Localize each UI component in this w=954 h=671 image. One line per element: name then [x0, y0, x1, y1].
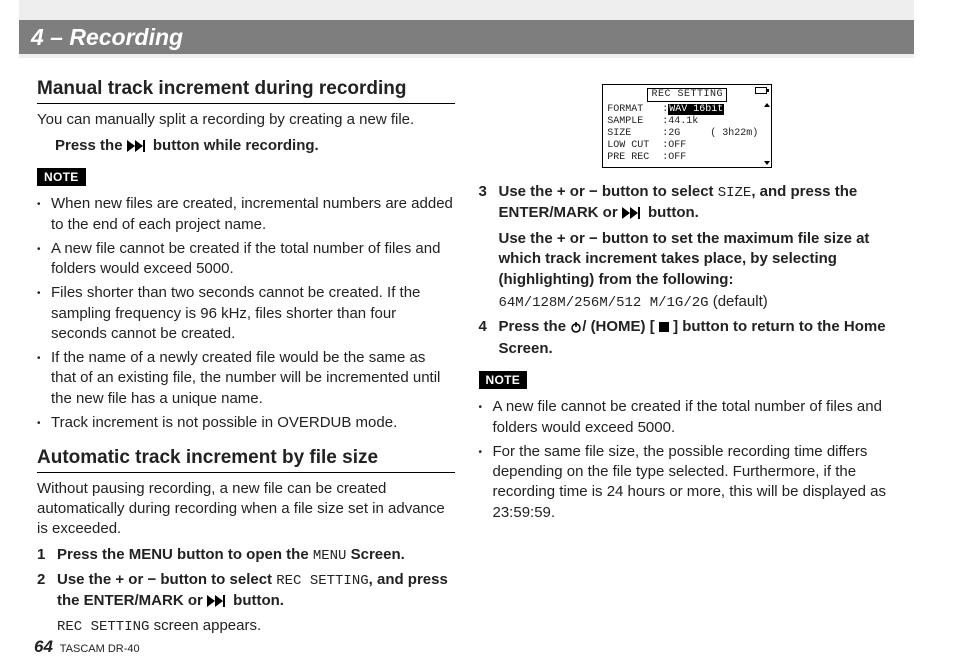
step-text: Use the + or − button to select — [499, 183, 718, 200]
note-item: Files shorter than two seconds cannot be… — [37, 283, 455, 344]
note-badge: NOTE — [37, 168, 86, 186]
size-mono: SIZE — [718, 185, 752, 201]
step-text: (HOME) [ — [591, 318, 655, 335]
step-item: Press the / (HOME) [ ] button to return … — [479, 317, 897, 360]
right-column: REC SETTING FORMAT:WAV 16bitSAMPLE:44.1k… — [467, 76, 901, 656]
model-name: TASCAM DR-40 — [60, 643, 140, 655]
lcd-key: PRE REC — [607, 152, 662, 164]
press-suffix: button while recording. — [153, 137, 319, 154]
note-item: A new file cannot be created if the tota… — [479, 397, 897, 438]
step-text: Use the + or − button to set the maximum… — [499, 229, 897, 290]
section-intro: Without pausing recording, a new file ca… — [37, 479, 455, 540]
note-list: A new file cannot be created if the tota… — [479, 397, 897, 523]
lcd-row: SIZE:2G ( 3h22m) — [607, 128, 767, 140]
lcd-key: SIZE — [607, 128, 662, 140]
lcd-value: :2G ( 3h22m) — [662, 128, 767, 140]
page-footer: 64 TASCAM DR-40 — [34, 637, 140, 657]
note-item: When new files are created, incremental … — [37, 194, 455, 235]
rec-mono: REC SETTING — [276, 573, 368, 589]
stop-icon — [659, 322, 669, 332]
steps-list: Press the MENU button to open the MENU S… — [37, 545, 455, 636]
lcd-value: :WAV 16bit — [662, 104, 767, 116]
left-column: Manual track increment during recording … — [33, 76, 467, 656]
lcd-row: LOW CUT:OFF — [607, 140, 767, 152]
step-text: Use the + or − button to select — [57, 571, 276, 588]
lcd-title: REC SETTING — [607, 88, 767, 102]
step-text: button. — [644, 204, 699, 221]
note-item: Track increment is not possible in OVERD… — [37, 413, 455, 433]
default-label: (default) — [709, 293, 768, 310]
chapter-header: 4 – Recording — [19, 20, 914, 54]
step-item: Press the MENU button to open the MENU S… — [37, 545, 455, 566]
press-prefix: Press the — [55, 137, 127, 154]
lcd-value: :OFF — [662, 140, 767, 152]
note-item: For the same file size, the possible rec… — [479, 442, 897, 523]
step-item: Use the + or − button to select REC SETT… — [37, 570, 455, 636]
lcd-key: FORMAT — [607, 104, 662, 116]
lcd-key: SAMPLE — [607, 116, 662, 128]
step-text: Press the — [499, 318, 571, 335]
note-item: If the name of a newly created file woul… — [37, 348, 455, 409]
lcd-value: :OFF — [662, 152, 767, 164]
page-number: 64 — [34, 637, 53, 656]
note-badge: NOTE — [479, 371, 528, 389]
step-sub-text: screen appears. — [149, 617, 261, 634]
lcd-screen: REC SETTING FORMAT:WAV 16bitSAMPLE:44.1k… — [602, 84, 772, 168]
press-instruction: Press the button while recording. — [55, 136, 455, 158]
power-icon — [570, 319, 582, 339]
lcd-rows: FORMAT:WAV 16bitSAMPLE:44.1kSIZE:2G ( 3h… — [607, 104, 767, 164]
step-options: 64M/128M/256M/512 M/1G/2G (default) — [499, 292, 897, 313]
lcd-row: SAMPLE:44.1k — [607, 116, 767, 128]
step-sub: REC SETTING screen appears. — [57, 616, 455, 637]
section-heading: Manual track increment during recording — [37, 76, 455, 104]
lcd-scrollbar — [765, 103, 769, 165]
fast-forward-icon — [207, 593, 229, 613]
lcd-row: FORMAT:WAV 16bit — [607, 104, 767, 116]
fast-forward-icon — [127, 138, 149, 158]
lcd-title-text: REC SETTING — [647, 88, 727, 102]
scroll-up-icon — [764, 103, 770, 107]
scroll-down-icon — [764, 161, 770, 165]
step-text: button. — [229, 592, 284, 609]
options-mono: 64M/128M/256M/512 M/1G/2G — [499, 295, 709, 311]
fast-forward-icon — [622, 205, 644, 225]
menu-mono: MENU — [313, 548, 347, 564]
battery-icon — [755, 87, 767, 94]
steps-list: Use the + or − button to select SIZE, an… — [479, 182, 897, 359]
section-heading: Automatic track increment by file size — [37, 445, 455, 473]
step-text: Screen. — [346, 546, 404, 563]
step-item: Use the + or − button to select SIZE, an… — [479, 182, 897, 313]
lcd-value: :44.1k — [662, 116, 767, 128]
lcd-key: LOW CUT — [607, 140, 662, 152]
lcd-row: PRE REC:OFF — [607, 152, 767, 164]
rec-mono: REC SETTING — [57, 619, 149, 635]
note-item: A new file cannot be created if the tota… — [37, 239, 455, 280]
content-area: Manual track increment during recording … — [19, 58, 914, 656]
section-intro: You can manually split a recording by cr… — [37, 110, 455, 130]
step-text: Press the MENU button to open the — [57, 546, 313, 563]
chapter-title: 4 – Recording — [31, 24, 183, 51]
note-list: When new files are created, incremental … — [37, 194, 455, 433]
